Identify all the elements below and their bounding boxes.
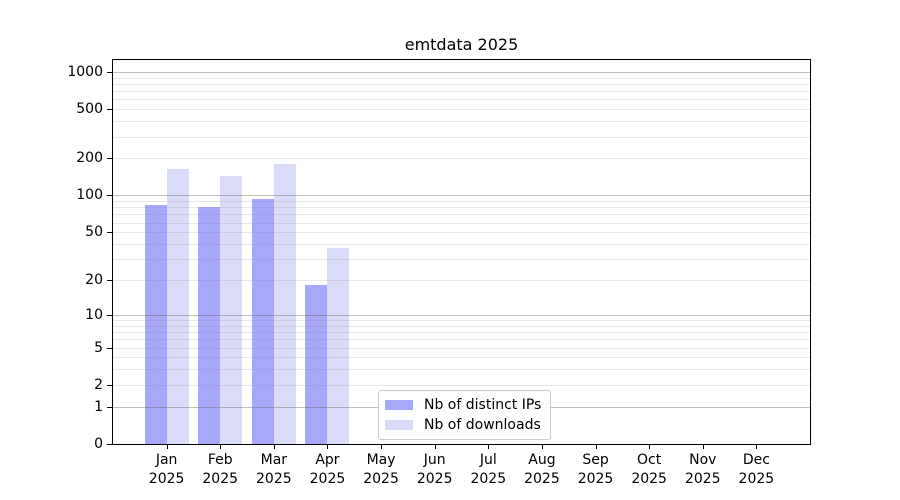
x-tick-mark	[327, 444, 329, 449]
bar-downloads	[166, 168, 189, 444]
x-tick-mark	[595, 444, 597, 449]
x-tick-mark	[381, 444, 383, 449]
minor-gridline	[113, 339, 810, 341]
bar-distinct-ips	[251, 199, 274, 444]
y-tick-mark	[107, 384, 112, 386]
chart-title: emtdata 2025	[404, 35, 519, 54]
legend: Nb of distinct IPs Nb of downloads	[378, 390, 552, 440]
x-tick-mark	[541, 444, 543, 449]
x-tick-label: Feb 2025	[202, 452, 239, 487]
minor-gridline	[113, 77, 810, 79]
minor-gridline	[113, 214, 810, 216]
legend-label-downloads: Nb of downloads	[424, 417, 541, 433]
y-tick-mark	[107, 109, 112, 111]
bar-downloads	[220, 175, 243, 444]
y-tick-mark	[107, 232, 112, 234]
x-tick-mark	[273, 444, 275, 449]
minor-gridline	[113, 201, 810, 203]
legend-item-downloads: Nb of downloads	[385, 415, 541, 435]
minor-gridline	[113, 259, 810, 261]
y-tick-mark	[107, 71, 112, 73]
y-tick-label: 20	[85, 272, 103, 289]
y-tick-label: 50	[85, 224, 103, 241]
y-tick-label: 500	[76, 101, 103, 118]
legend-swatch-downloads	[385, 420, 413, 430]
major-gridline	[113, 314, 810, 316]
y-tick-label: 1	[94, 398, 103, 415]
minor-gridline	[113, 244, 810, 245]
minor-gridline	[113, 357, 810, 359]
y-tick-label: 100	[76, 187, 103, 204]
x-tick-label: Dec 2025	[738, 452, 775, 487]
minor-gridline	[113, 136, 810, 138]
y-tick-mark	[107, 195, 112, 197]
minor-gridline	[113, 332, 810, 334]
x-tick-label: Jul 2025	[470, 452, 507, 487]
y-tick-label: 5	[94, 339, 103, 356]
y-tick-mark	[107, 406, 112, 408]
grid-layer	[113, 60, 810, 444]
x-tick-mark	[649, 444, 651, 449]
minor-gridline	[113, 347, 810, 349]
minor-gridline	[113, 232, 810, 234]
minor-gridline	[113, 109, 810, 111]
minor-gridline	[113, 325, 810, 327]
plot-area: Nb of distinct IPs Nb of downloads	[112, 59, 811, 445]
x-tick-mark	[756, 444, 758, 449]
x-tick-label: May 2025	[363, 452, 399, 487]
y-tick-mark	[107, 347, 112, 349]
x-tick-label: Aug 2025	[524, 452, 560, 487]
bar-downloads	[327, 248, 350, 444]
bar-distinct-ips	[144, 205, 167, 444]
major-gridline	[113, 195, 810, 197]
y-tick-mark	[107, 280, 112, 282]
y-tick-label: 2	[94, 376, 103, 393]
x-tick-mark	[434, 444, 436, 449]
y-tick-label: 0	[94, 436, 103, 452]
x-tick-mark	[220, 444, 222, 449]
x-tick-label: Nov 2025	[684, 452, 721, 487]
bar-distinct-ips	[305, 285, 328, 444]
minor-gridline	[113, 91, 810, 93]
x-tick-label: Sep 2025	[577, 452, 614, 487]
y-tick-mark	[107, 314, 112, 316]
minor-gridline	[113, 280, 810, 282]
legend-item-distinct-ips: Nb of distinct IPs	[385, 395, 541, 415]
minor-gridline	[113, 83, 810, 85]
major-gridline	[113, 71, 810, 73]
minor-gridline	[113, 207, 810, 209]
minor-gridline	[113, 158, 810, 160]
x-tick-label: Mar 2025	[256, 452, 292, 487]
bar-distinct-ips	[198, 207, 221, 444]
x-tick-label: Jan 2025	[148, 452, 185, 487]
minor-gridline	[113, 384, 810, 386]
y-tick-label: 200	[76, 150, 103, 167]
bar-downloads	[273, 164, 296, 444]
y-tick-label: 1000	[67, 63, 103, 80]
bars-layer	[113, 60, 810, 444]
legend-label-distinct-ips: Nb of distinct IPs	[424, 397, 542, 413]
x-tick-label: Oct 2025	[631, 452, 667, 487]
minor-gridline	[113, 222, 810, 224]
x-tick-mark	[702, 444, 704, 449]
minor-gridline	[113, 320, 810, 321]
minor-gridline	[113, 369, 810, 371]
y-tick-label: 10	[85, 306, 103, 323]
x-tick-label: Apr 2025	[309, 452, 346, 487]
minor-gridline	[113, 99, 810, 101]
x-tick-mark	[166, 444, 168, 449]
x-tick-label: Jun 2025	[416, 452, 453, 487]
x-tick-mark	[488, 444, 490, 449]
legend-swatch-distinct-ips	[385, 400, 413, 410]
minor-gridline	[113, 121, 810, 123]
y-tick-mark	[107, 444, 112, 445]
y-tick-mark	[107, 158, 112, 160]
